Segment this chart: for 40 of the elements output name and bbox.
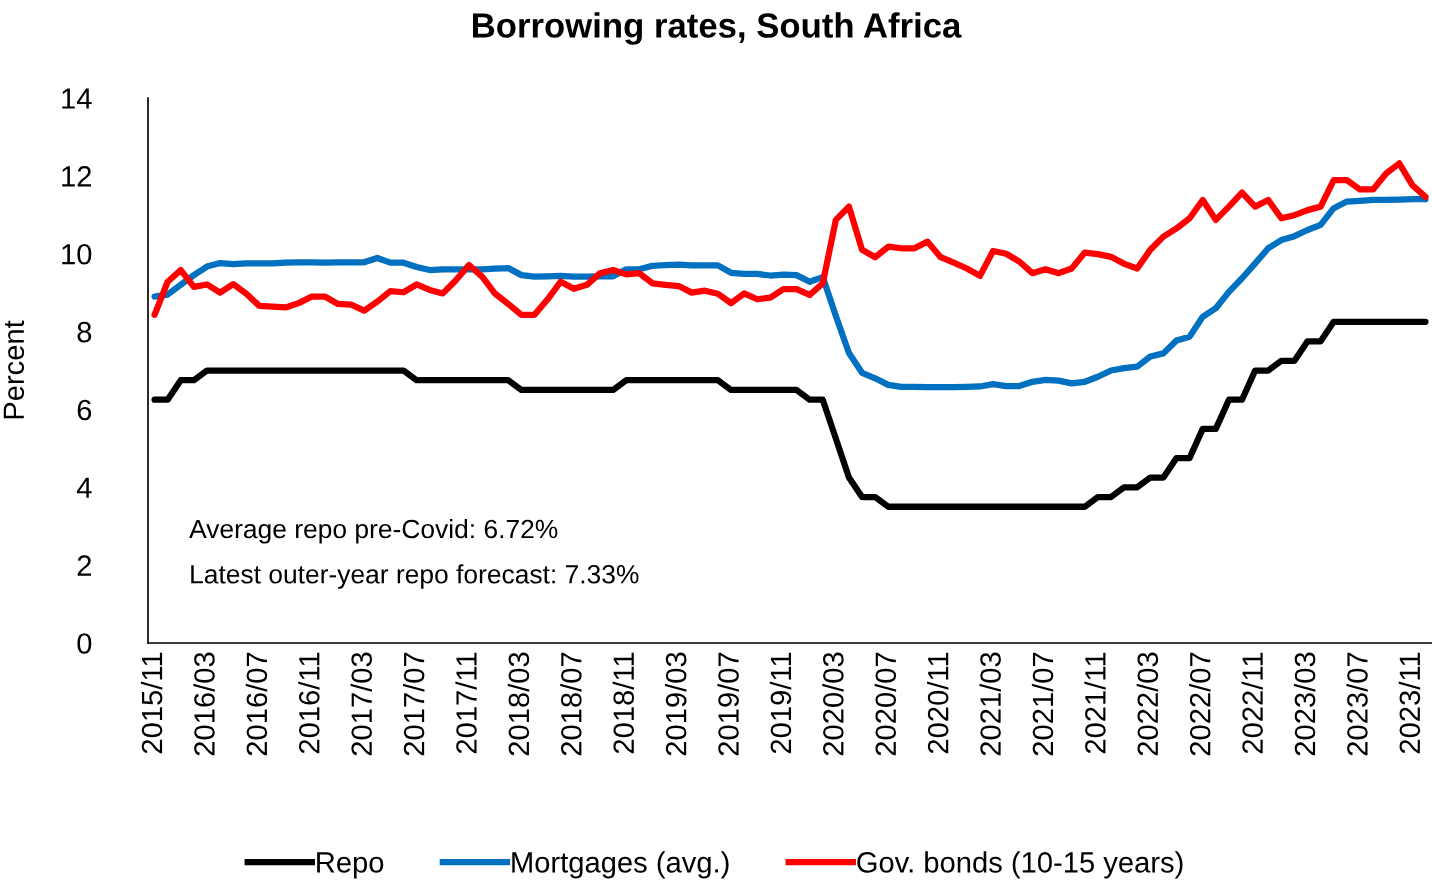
legend-label: Repo [317, 852, 384, 879]
y-tick-label: 0 [77, 633, 92, 654]
x-tick-label: 2017/11 [455, 652, 477, 754]
y-tick-label: 6 [77, 399, 92, 421]
x-tick-label: 2020/07 [874, 652, 897, 756]
legend-label: Mortgages (avg.) [512, 851, 729, 879]
chart-title: Borrowing rates, South Africa [473, 12, 962, 45]
y-tick-label: 14 [62, 88, 92, 109]
y-tick-label: 12 [62, 166, 91, 187]
x-tick-label: 2021/07 [1031, 652, 1054, 756]
x-tick-label: 2023/07 [1346, 652, 1368, 756]
x-tick-label: 2021/03 [979, 652, 1001, 756]
x-tick-label: 2017/03 [350, 652, 373, 756]
x-tick-label: 2020/11 [927, 652, 949, 754]
x-tick-label: 2018/03 [507, 652, 530, 756]
annotation: Average repo pre-Covid: 6.72% [189, 518, 558, 544]
x-tick-label: 2020/03 [822, 652, 844, 756]
y-tick-label: 2 [77, 555, 91, 576]
y-tick-label: 4 [76, 477, 92, 498]
x-tick-label: 2019/11 [769, 652, 792, 754]
y-tick-label: 8 [77, 321, 92, 343]
legend-label: Gov. bonds (10-15 years) [857, 851, 1183, 879]
x-tick-label: 2022/07 [1189, 652, 1211, 756]
x-tick-label: 2016/11 [298, 652, 320, 754]
annotation: Latest outer-year repo forecast: 7.33% [191, 564, 639, 589]
x-tick-label: 2022/03 [1136, 652, 1159, 756]
x-tick-label: 2016/07 [245, 652, 268, 756]
x-tick-label: 2017/07 [403, 652, 425, 756]
x-tick-label: 2019/07 [717, 652, 739, 756]
x-tick-label: 2021/11 [1084, 652, 1106, 754]
y-axis-title: Percent [3, 320, 25, 419]
x-tick-label: 2018/07 [560, 652, 582, 756]
x-tick-label: 2018/11 [612, 652, 635, 754]
x-tick-label: 2023/11 [1398, 652, 1421, 754]
y-tick-label: 10 [62, 243, 92, 265]
x-tick-label: 2015/11 [140, 652, 163, 754]
x-tick-label: 2019/03 [665, 652, 687, 756]
x-tick-label: 2022/11 [1241, 652, 1263, 754]
x-tick-label: 2023/03 [1293, 652, 1316, 756]
x-tick-label: 2016/03 [193, 652, 215, 756]
